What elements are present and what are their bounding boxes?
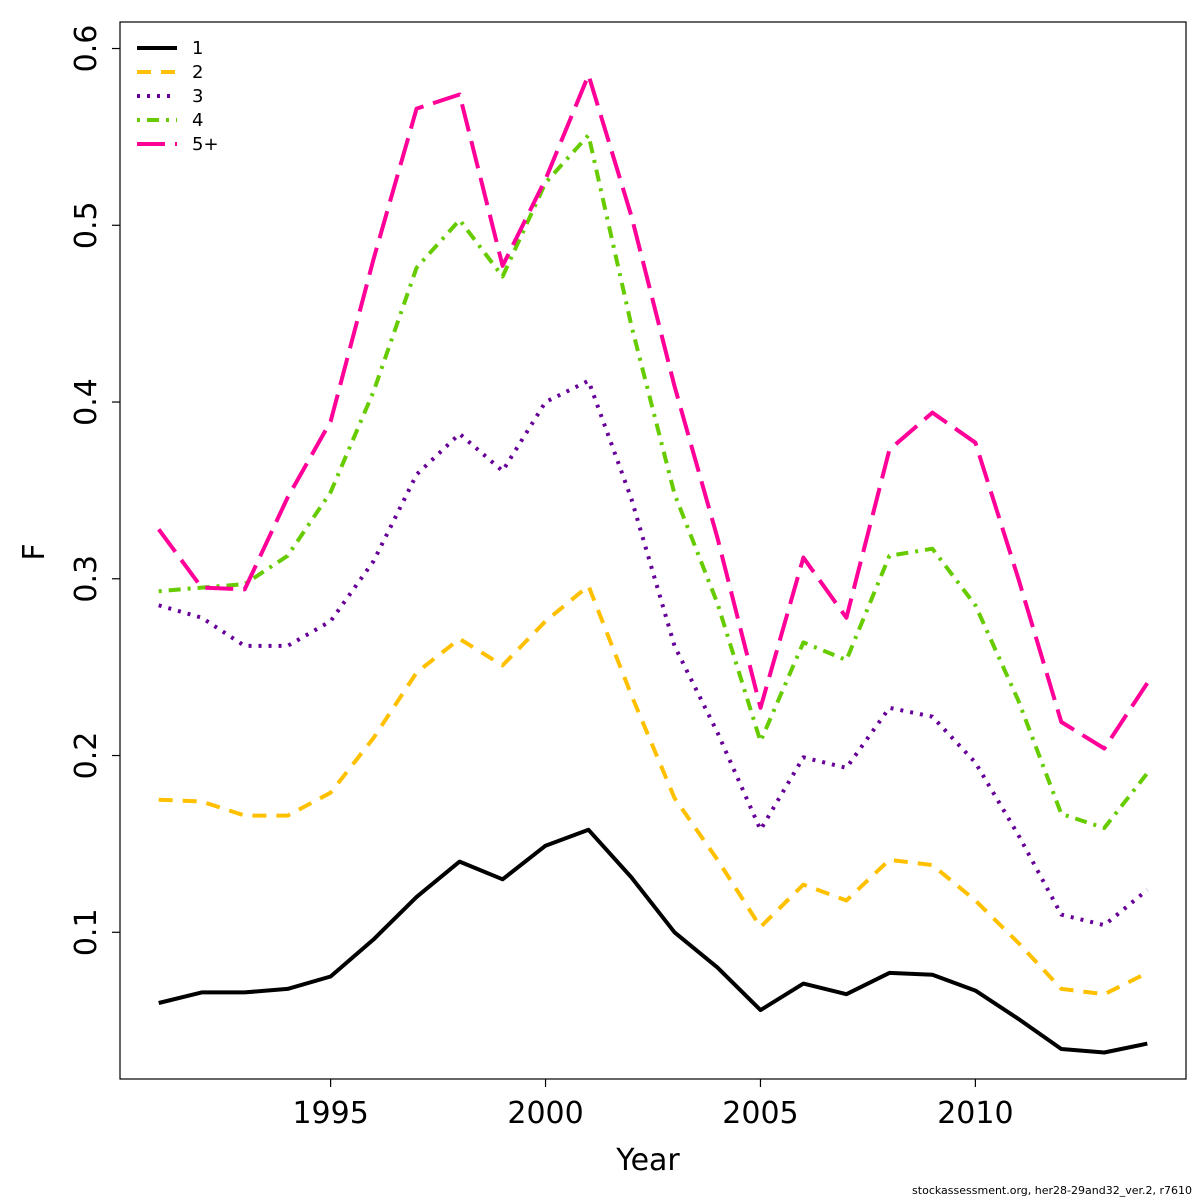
- series-line-2: [158, 583, 1149, 997]
- y-tick-label: 0.5: [69, 201, 104, 249]
- footer-note: stockassessment.org, her28-29and32_ver.2…: [912, 1184, 1192, 1197]
- legend-label-1: 1: [192, 38, 203, 59]
- x-axis-title: Year: [615, 1143, 680, 1178]
- y-axis-title: F: [17, 543, 52, 560]
- y-tick-label: 0.4: [69, 378, 104, 426]
- y-tick-label: 0.2: [69, 732, 104, 780]
- legend: 1 2 3 4 5+: [137, 38, 219, 155]
- x-tick-label: 1995: [292, 1096, 368, 1131]
- legend-label-3: 3: [192, 86, 203, 107]
- legend-label-5: 5+: [192, 134, 219, 155]
- series-line-4: [158, 133, 1149, 830]
- x-tick-label: 2000: [507, 1096, 583, 1131]
- legend-label-2: 2: [192, 62, 203, 83]
- legend-label-4: 4: [192, 110, 203, 131]
- plot-frame: [119, 21, 1187, 1080]
- y-tick-label: 0.3: [69, 555, 104, 603]
- x-tick-label: 2010: [937, 1096, 1013, 1131]
- y-axis: 0.1 0.2 0.3 0.4 0.5 0.6: [69, 25, 120, 956]
- x-axis: 1995 2000 2005 2010: [292, 1079, 1014, 1131]
- y-tick-label: 0.6: [69, 25, 104, 73]
- x-tick-label: 2005: [722, 1096, 798, 1131]
- series-line-5: [157, 73, 1149, 751]
- y-tick-label: 0.1: [69, 908, 104, 956]
- series-line-1: [158, 827, 1148, 1055]
- series-line-3: [158, 378, 1149, 928]
- series-layer: [157, 73, 1149, 1055]
